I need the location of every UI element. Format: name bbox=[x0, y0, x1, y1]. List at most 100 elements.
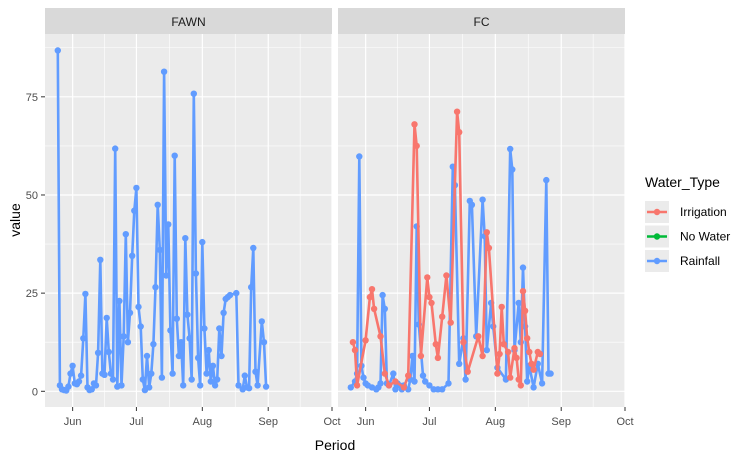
irrigation-point bbox=[417, 352, 425, 360]
rainfall-point bbox=[177, 339, 185, 346]
rainfall-point bbox=[105, 348, 113, 356]
irrigation-point bbox=[392, 378, 399, 385]
irrigation-point bbox=[411, 121, 418, 128]
rainfall-point bbox=[69, 362, 76, 369]
x-tick-label: Sep bbox=[551, 416, 571, 428]
rainfall-point bbox=[94, 349, 102, 356]
irrigation-point bbox=[428, 299, 435, 307]
y-tick-label: 75 bbox=[26, 92, 38, 104]
rainfall-point bbox=[65, 383, 72, 390]
irrigation-point bbox=[479, 352, 486, 360]
legend-title: Water_Type bbox=[645, 174, 720, 190]
rainfall-point bbox=[245, 385, 253, 392]
rainfall-point bbox=[186, 335, 193, 342]
y-axis-title: value bbox=[7, 203, 23, 237]
rainfall-point bbox=[377, 380, 384, 387]
rainfall-point bbox=[543, 176, 550, 184]
irrigation-point bbox=[377, 333, 384, 340]
rainfall-point bbox=[163, 272, 170, 279]
x-tick-label: Aug bbox=[193, 416, 213, 428]
irrigation-point bbox=[405, 372, 412, 379]
facet-fc-series bbox=[347, 108, 554, 393]
irrigation-point bbox=[507, 374, 514, 381]
facet-fawn: FAWN bbox=[45, 8, 333, 407]
legend: Water_Type Irrigation No Water Rainfall bbox=[645, 174, 730, 272]
x-tick-label: Jun bbox=[64, 416, 82, 428]
rainfall-point bbox=[152, 284, 159, 291]
y-tick-label: 25 bbox=[26, 288, 38, 300]
rainfall-point bbox=[158, 374, 166, 381]
rainfall-point bbox=[381, 305, 388, 312]
rainfall-point bbox=[92, 382, 100, 389]
rainfall-point bbox=[530, 384, 537, 391]
irrigation-point bbox=[413, 142, 420, 150]
rainfall-point bbox=[154, 201, 161, 208]
rainfall-point bbox=[456, 360, 463, 367]
rainfall-point bbox=[426, 382, 433, 389]
irrigation-point bbox=[528, 360, 535, 367]
x-tick-label: Jul bbox=[129, 416, 143, 428]
rainfall-point bbox=[116, 297, 123, 305]
rainfall-point bbox=[507, 145, 514, 153]
legend-label-rainfall: Rainfall bbox=[680, 254, 720, 268]
rainfall-point bbox=[131, 207, 138, 214]
rainfall-point bbox=[392, 386, 399, 393]
rainfall-point bbox=[356, 153, 363, 160]
irrigation-point bbox=[530, 366, 537, 373]
rainfall-point bbox=[137, 323, 144, 330]
rainfall-point bbox=[82, 290, 89, 298]
legend-point-rainfall bbox=[653, 257, 661, 265]
rainfall-point bbox=[439, 386, 446, 393]
rainfall-point bbox=[194, 354, 202, 362]
rainfall-point bbox=[192, 270, 200, 277]
facet-fawn-panel bbox=[45, 34, 332, 407]
rainfall-point bbox=[214, 376, 221, 383]
rainfall-point bbox=[468, 201, 476, 208]
rainfall-point bbox=[390, 370, 397, 377]
rainfall-point bbox=[509, 166, 516, 173]
y-tick-label: 50 bbox=[26, 190, 38, 202]
rainfall-point bbox=[77, 372, 85, 379]
rainfall-point bbox=[515, 299, 522, 307]
facet-fc: FC bbox=[338, 8, 626, 407]
rainfall-point bbox=[148, 370, 155, 377]
rainfall-point bbox=[171, 152, 178, 159]
rainfall-point bbox=[80, 335, 87, 342]
x-tick-label: Jul bbox=[422, 416, 436, 428]
irrigation-point bbox=[521, 307, 529, 314]
rainfall-point bbox=[173, 315, 180, 322]
rainfall-point bbox=[109, 376, 117, 383]
irrigation-point bbox=[504, 348, 512, 356]
irrigation-point bbox=[517, 382, 524, 389]
irrigation-point bbox=[498, 303, 505, 311]
rainfall-point bbox=[103, 314, 110, 322]
irrigation-point bbox=[496, 350, 503, 358]
rainfall-point bbox=[205, 346, 212, 354]
rainfall-point bbox=[122, 231, 129, 238]
rainfall-point bbox=[146, 384, 153, 391]
rainfall-point bbox=[88, 386, 96, 393]
legend-point-irrigation bbox=[653, 208, 661, 216]
irrigation-point bbox=[460, 339, 467, 346]
irrigation-point bbox=[536, 350, 544, 358]
irrigation-point bbox=[511, 344, 518, 352]
rainfall-point bbox=[419, 372, 427, 379]
irrigation-point bbox=[381, 370, 388, 377]
rainfall-point bbox=[97, 256, 104, 263]
rainfall-point bbox=[226, 291, 234, 299]
rainfall-point bbox=[483, 346, 490, 354]
rainfall-point bbox=[524, 378, 531, 385]
irrigation-point bbox=[353, 382, 361, 389]
x-tick-label: Jun bbox=[357, 416, 375, 428]
rainfall-point bbox=[218, 352, 225, 360]
legend-point-no-water bbox=[653, 233, 661, 240]
rainfall-point bbox=[126, 309, 134, 316]
facet-fc-strip-label: FC bbox=[474, 15, 490, 29]
rainfall-point bbox=[143, 352, 151, 360]
rainfall-point bbox=[233, 289, 240, 297]
rainfall-point bbox=[254, 382, 261, 389]
rainfall-point bbox=[107, 370, 115, 377]
irrigation-point bbox=[519, 288, 527, 295]
rainfall-point bbox=[211, 382, 219, 389]
irrigation-point bbox=[464, 368, 471, 375]
